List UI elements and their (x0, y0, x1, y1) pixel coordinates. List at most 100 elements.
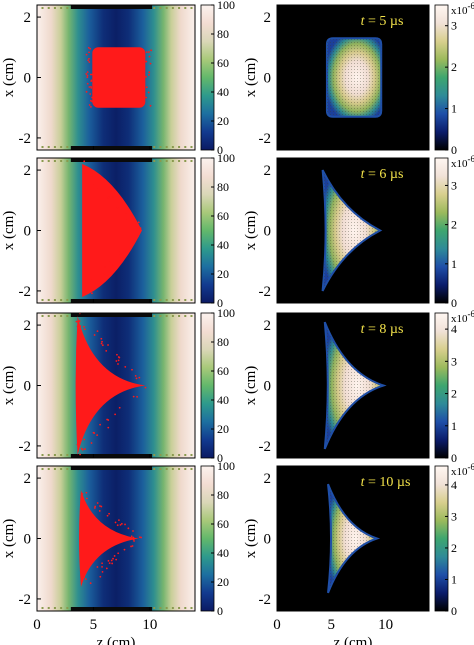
particle (107, 419, 110, 421)
colorbar-multiplier-base: x10 (451, 158, 468, 170)
particle (127, 527, 130, 530)
edge-marker (47, 468, 50, 470)
particle (88, 57, 90, 60)
particle (98, 180, 101, 182)
colorbar-multiplier-exponent: -6 (468, 1, 474, 11)
electrode-bottom (70, 454, 153, 458)
edge-marker (53, 468, 56, 470)
particle (96, 186, 99, 189)
particle (85, 73, 88, 75)
edge-marker (60, 146, 63, 148)
edge-marker (165, 468, 168, 470)
colorbar-tick-label: 80 (217, 335, 229, 349)
particle (108, 261, 111, 264)
particle (92, 431, 95, 434)
particle (91, 292, 93, 295)
edge-marker (159, 299, 162, 301)
particle (117, 363, 119, 365)
colorbar-tick-label: 80 (217, 27, 229, 41)
particle (88, 61, 91, 63)
particle (109, 193, 111, 196)
y-axis-label: x (cm) (243, 211, 259, 251)
y-tick-label: 2 (264, 471, 272, 487)
edge-marker (47, 7, 50, 9)
colorbar-multiplier-exponent: -6 (468, 462, 474, 472)
edge-marker (178, 146, 181, 148)
particle (94, 505, 97, 508)
edge-marker (53, 7, 56, 9)
y-tick-label: 0 (24, 71, 32, 87)
colorbar-multiplier: x10-6 (451, 462, 474, 478)
particle (147, 73, 150, 76)
y-axis-label: x (cm) (243, 58, 259, 98)
edge-marker (184, 7, 187, 9)
colorbar-tick-label: 40 (217, 393, 229, 407)
particle (83, 328, 86, 331)
y-tick-label: -2 (19, 439, 32, 455)
x-tick-label: 0 (33, 617, 41, 633)
edge-marker (153, 299, 156, 301)
particle (104, 266, 106, 269)
plot-area (37, 466, 195, 611)
y-axis-label: x (cm) (243, 519, 259, 559)
particle (147, 51, 150, 53)
colorbar-tick-label: 20 (217, 575, 229, 589)
particle (117, 552, 120, 555)
density-texture (326, 38, 382, 117)
colorbar-tick-label: 3 (451, 509, 457, 523)
colorbar (434, 157, 449, 304)
edge-marker (184, 146, 187, 148)
particle (145, 96, 148, 99)
colorbar-multiplier: x10-6 (451, 1, 474, 17)
colorbar-tick-label: 2 (451, 387, 457, 401)
particle (111, 201, 114, 204)
particle-cloud (79, 490, 139, 587)
y-tick-label: -2 (19, 284, 32, 300)
electrode-top (70, 5, 153, 9)
edge-marker (53, 607, 56, 609)
electrode-top (70, 313, 153, 317)
panel-2-right: t = 6 µs 2 0 -2 x (cm) 0 1 2 3 x10-6 (243, 154, 474, 310)
particle (149, 104, 152, 107)
particle (135, 223, 138, 226)
edge-marker (190, 160, 193, 162)
particle (112, 557, 114, 560)
particle (115, 201, 117, 204)
time-label: t = 8 µs (361, 322, 404, 337)
y-tick-label: 0 (264, 224, 272, 240)
particle (80, 447, 83, 450)
particle (96, 502, 99, 504)
edge-marker (53, 160, 56, 162)
colorbar (200, 4, 215, 151)
edge-marker (184, 454, 187, 456)
particle (115, 360, 118, 362)
edge-marker (41, 315, 44, 317)
colorbar-tick-label: 40 (217, 85, 229, 99)
particle (124, 365, 127, 368)
particle (145, 60, 148, 63)
particle (107, 344, 109, 346)
colorbar-tick-label: 2 (451, 218, 457, 232)
edge-marker (159, 607, 162, 609)
edge-marker (66, 160, 69, 162)
particle (137, 221, 140, 224)
colorbar-multiplier-base: x10 (451, 313, 468, 325)
particle-cloud (92, 47, 146, 108)
particle (147, 91, 150, 94)
x-tick-label: 5 (328, 617, 336, 633)
colorbar-tick-label: 100 (217, 0, 235, 12)
edge-marker (41, 607, 44, 609)
plot-area (37, 313, 195, 458)
particle (106, 514, 109, 517)
colorbar (200, 312, 215, 459)
particle (90, 79, 93, 82)
particle (101, 565, 103, 568)
colorbar-tick-label: 0 (451, 296, 457, 310)
edge-marker (41, 299, 44, 301)
colorbar-tick-label: 40 (217, 546, 229, 560)
density-texture (324, 322, 384, 449)
particle-cloud (82, 164, 142, 297)
particle (120, 252, 123, 255)
colorbar (434, 4, 449, 151)
